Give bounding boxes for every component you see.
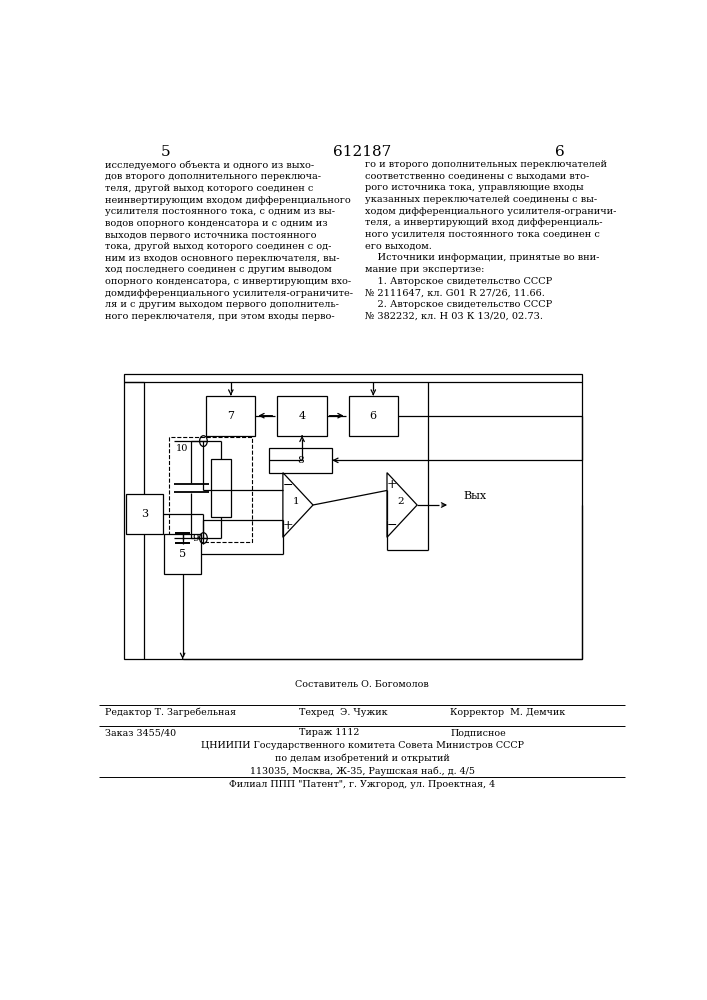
Bar <box>211 459 231 517</box>
Bar <box>206 396 255 436</box>
Bar <box>277 396 327 436</box>
Text: Филиал ППП "Патент", г. Ужгород, ул. Проектная, 4: Филиал ППП "Патент", г. Ужгород, ул. Про… <box>229 780 496 789</box>
Text: 3: 3 <box>141 509 148 519</box>
Text: Вых: Вых <box>464 491 487 501</box>
Text: 2: 2 <box>397 497 404 506</box>
Text: по делам изобретений и открытий: по делам изобретений и открытий <box>275 754 450 763</box>
Text: Техред  Э. Чужик: Техред Э. Чужик <box>299 708 388 717</box>
Text: 6: 6 <box>370 411 377 421</box>
Text: Корректор  М. Демчик: Корректор М. Демчик <box>450 708 566 717</box>
Text: 5: 5 <box>179 549 186 559</box>
Text: го и второго дополнительных переключателей
соответственно соединены с выходами в: го и второго дополнительных переключател… <box>365 160 617 321</box>
Bar <box>170 437 252 542</box>
Text: +: + <box>283 519 293 532</box>
Text: 113035, Москва, Ж-35, Раушская наб., д. 4/5: 113035, Москва, Ж-35, Раушская наб., д. … <box>250 766 475 776</box>
Text: 6: 6 <box>555 145 564 159</box>
Bar <box>126 494 163 534</box>
Text: Тираж 1112: Тираж 1112 <box>299 728 360 737</box>
Text: −: − <box>283 478 293 491</box>
Text: Редактор Т. Загребельная: Редактор Т. Загребельная <box>105 708 236 717</box>
Bar <box>124 374 582 659</box>
Text: +: + <box>387 478 397 491</box>
Text: 4: 4 <box>298 411 305 421</box>
Text: −: − <box>387 519 397 532</box>
Text: Заказ 3455/40: Заказ 3455/40 <box>105 728 176 737</box>
Text: 9: 9 <box>192 534 199 543</box>
Text: 5: 5 <box>160 145 170 159</box>
Text: Подписное: Подписное <box>450 728 506 737</box>
Bar <box>164 534 201 574</box>
Bar <box>349 396 398 436</box>
Text: 7: 7 <box>228 411 234 421</box>
Bar <box>269 448 332 473</box>
Text: 8: 8 <box>298 456 304 465</box>
Text: 612187: 612187 <box>333 145 392 159</box>
Text: 1: 1 <box>293 497 300 506</box>
Text: ЦНИИПИ Государственного комитета Совета Министров СССР: ЦНИИПИ Государственного комитета Совета … <box>201 741 524 750</box>
Text: Составитель О. Богомолов: Составитель О. Богомолов <box>296 680 429 689</box>
Text: исследуемого объекта и одного из выхо-
дов второго дополнительного переключа-
те: исследуемого объекта и одного из выхо- д… <box>105 160 353 321</box>
Text: 10: 10 <box>175 444 188 453</box>
